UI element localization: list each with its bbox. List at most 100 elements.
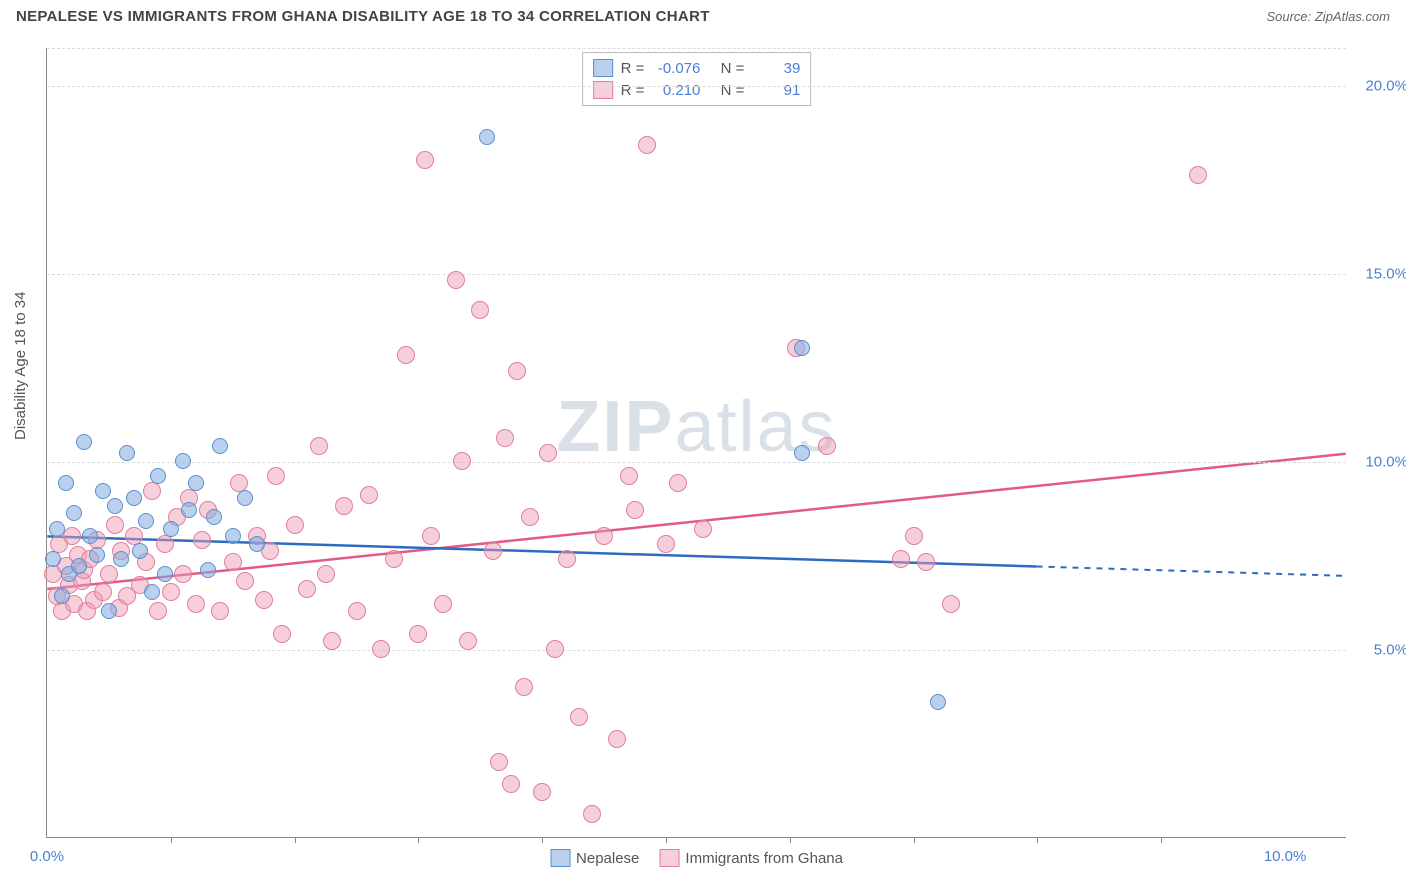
legend-item-ghana: Immigrants from Ghana <box>659 849 843 867</box>
x-tick-label: 0.0% <box>30 848 64 865</box>
scatter-point-ghana <box>620 467 638 485</box>
scatter-point-ghana <box>335 497 353 515</box>
x-tick <box>790 837 791 843</box>
scatter-point-ghana <box>608 730 626 748</box>
scatter-point-ghana <box>273 625 291 643</box>
scatter-point-nepalese <box>45 551 61 567</box>
scatter-point-ghana <box>533 783 551 801</box>
scatter-point-nepalese <box>126 490 142 506</box>
scatter-point-ghana <box>348 602 366 620</box>
scatter-point-ghana <box>502 775 520 793</box>
scatter-point-nepalese <box>163 521 179 537</box>
scatter-point-ghana <box>515 678 533 696</box>
x-tick <box>1161 837 1162 843</box>
scatter-point-nepalese <box>188 475 204 491</box>
scatter-point-nepalese <box>101 603 117 619</box>
scatter-point-nepalese <box>49 521 65 537</box>
scatter-point-ghana <box>149 602 167 620</box>
scatter-point-ghana <box>508 362 526 380</box>
gridline <box>47 274 1346 275</box>
x-tick <box>542 837 543 843</box>
scatter-point-nepalese <box>89 547 105 563</box>
stats-legend: R = -0.076 N = 39 R = 0.210 N = 91 <box>582 52 812 106</box>
swatch-ghana <box>593 81 613 99</box>
scatter-point-ghana <box>496 429 514 447</box>
scatter-point-ghana <box>626 501 644 519</box>
scatter-point-ghana <box>434 595 452 613</box>
scatter-point-ghana <box>63 527 81 545</box>
scatter-point-ghana <box>100 565 118 583</box>
x-tick <box>914 837 915 843</box>
scatter-point-ghana <box>372 640 390 658</box>
scatter-point-ghana <box>892 550 910 568</box>
scatter-point-nepalese <box>71 558 87 574</box>
source-label: Source: ZipAtlas.com <box>1266 9 1390 24</box>
scatter-point-ghana <box>416 151 434 169</box>
gridline <box>47 86 1346 87</box>
scatter-point-nepalese <box>113 551 129 567</box>
scatter-point-nepalese <box>82 528 98 544</box>
scatter-point-nepalese <box>132 543 148 559</box>
scatter-point-ghana <box>193 531 211 549</box>
stats-row-nepalese: R = -0.076 N = 39 <box>593 57 801 79</box>
scatter-point-nepalese <box>794 445 810 461</box>
x-tick <box>171 837 172 843</box>
scatter-point-nepalese <box>144 584 160 600</box>
scatter-point-ghana <box>409 625 427 643</box>
scatter-point-nepalese <box>54 588 70 604</box>
scatter-point-ghana <box>174 565 192 583</box>
scatter-point-ghana <box>323 632 341 650</box>
scatter-point-ghana <box>94 583 112 601</box>
scatter-point-ghana <box>1189 166 1207 184</box>
x-tick <box>295 837 296 843</box>
y-tick-label: 20.0% <box>1365 77 1406 94</box>
x-tick <box>1037 837 1038 843</box>
gridline <box>47 48 1346 49</box>
scatter-point-ghana <box>583 805 601 823</box>
scatter-point-ghana <box>224 553 242 571</box>
scatter-point-ghana <box>156 535 174 553</box>
scatter-point-ghana <box>942 595 960 613</box>
scatter-point-ghana <box>905 527 923 545</box>
scatter-point-ghana <box>539 444 557 462</box>
scatter-point-ghana <box>453 452 471 470</box>
scatter-point-nepalese <box>138 513 154 529</box>
scatter-point-ghana <box>255 591 273 609</box>
scatter-point-nepalese <box>58 475 74 491</box>
scatter-point-ghana <box>310 437 328 455</box>
y-tick-label: 15.0% <box>1365 265 1406 282</box>
chart-title: NEPALESE VS IMMIGRANTS FROM GHANA DISABI… <box>16 8 710 25</box>
y-tick-label: 5.0% <box>1374 641 1406 658</box>
x-tick <box>666 837 667 843</box>
scatter-point-ghana <box>211 602 229 620</box>
scatter-point-nepalese <box>930 694 946 710</box>
scatter-point-ghana <box>546 640 564 658</box>
x-tick <box>418 837 419 843</box>
scatter-point-ghana <box>106 516 124 534</box>
scatter-point-nepalese <box>181 502 197 518</box>
scatter-point-nepalese <box>225 528 241 544</box>
scatter-point-ghana <box>267 467 285 485</box>
scatter-point-nepalese <box>794 340 810 356</box>
scatter-point-ghana <box>162 583 180 601</box>
trend-lines-layer <box>47 48 1346 837</box>
scatter-point-ghana <box>471 301 489 319</box>
scatter-point-ghana <box>397 346 415 364</box>
scatter-point-ghana <box>558 550 576 568</box>
scatter-point-ghana <box>521 508 539 526</box>
y-tick-label: 10.0% <box>1365 453 1406 470</box>
scatter-point-ghana <box>298 580 316 598</box>
scatter-point-ghana <box>694 520 712 538</box>
scatter-point-ghana <box>317 565 335 583</box>
scatter-point-ghana <box>570 708 588 726</box>
gridline <box>47 462 1346 463</box>
scatter-point-ghana <box>818 437 836 455</box>
scatter-point-nepalese <box>157 566 173 582</box>
scatter-point-ghana <box>490 753 508 771</box>
scatter-point-ghana <box>286 516 304 534</box>
scatter-point-nepalese <box>237 490 253 506</box>
series-legend: Nepalese Immigrants from Ghana <box>550 849 843 867</box>
scatter-point-ghana <box>236 572 254 590</box>
scatter-point-ghana <box>638 136 656 154</box>
scatter-point-ghana <box>385 550 403 568</box>
